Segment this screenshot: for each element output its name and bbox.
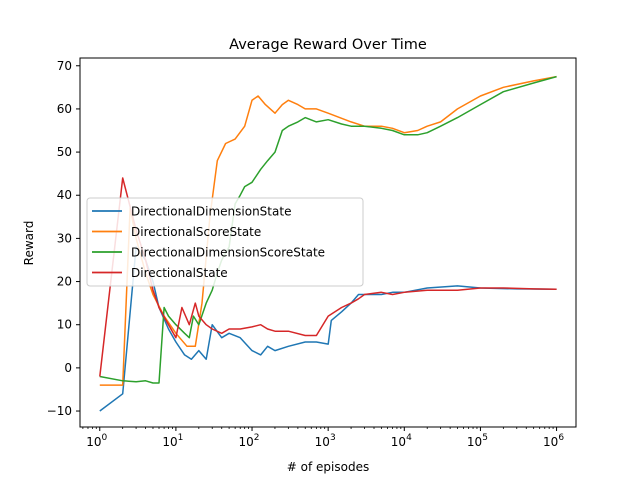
y-tick-label: 20 — [57, 275, 72, 289]
legend-label: DirectionalDimensionState — [131, 205, 291, 219]
x-axis-minor-ticks — [82, 427, 554, 429]
legend-box — [86, 197, 364, 287]
x-tick-label: 106 — [543, 433, 564, 449]
series-lines — [99, 75, 557, 412]
y-tick-label: 40 — [57, 188, 72, 202]
legend-label: DirectionalDimensionScoreState — [131, 246, 325, 260]
series-line-0 — [99, 246, 557, 412]
y-tick-label: 70 — [57, 59, 72, 73]
legend: DirectionalDimensionState DirectionalScor… — [86, 197, 364, 287]
y-tick-label: 60 — [57, 102, 72, 116]
series-line-2 — [99, 75, 557, 384]
y-tick-label: −10 — [47, 404, 72, 418]
y-axis-label: Reward — [22, 221, 36, 266]
x-axis-label: # of episodes — [287, 460, 369, 474]
y-tick-label: 10 — [57, 318, 72, 332]
chart-title: Average Reward Over Time — [229, 37, 427, 53]
y-tick-label: 50 — [57, 145, 72, 159]
y-tick-label: 0 — [64, 361, 72, 375]
x-tick-label: 100 — [86, 433, 107, 449]
legend-label: DirectionalState — [131, 266, 228, 280]
x-tick-label: 105 — [467, 433, 488, 449]
x-tick-label: 103 — [315, 433, 336, 449]
y-tick-label: 30 — [57, 231, 72, 245]
x-tick-label: 101 — [162, 433, 183, 449]
y-axis: −10 0 10 20 30 40 50 60 70 — [47, 59, 80, 418]
legend-label: DirectionalScoreState — [131, 225, 261, 239]
series-line-3 — [99, 177, 557, 377]
x-tick-label: 104 — [391, 433, 412, 449]
x-axis: 100 101 102 103 104 105 106 — [86, 427, 564, 449]
x-tick-label: 102 — [239, 433, 260, 449]
series-line-1 — [99, 75, 557, 386]
